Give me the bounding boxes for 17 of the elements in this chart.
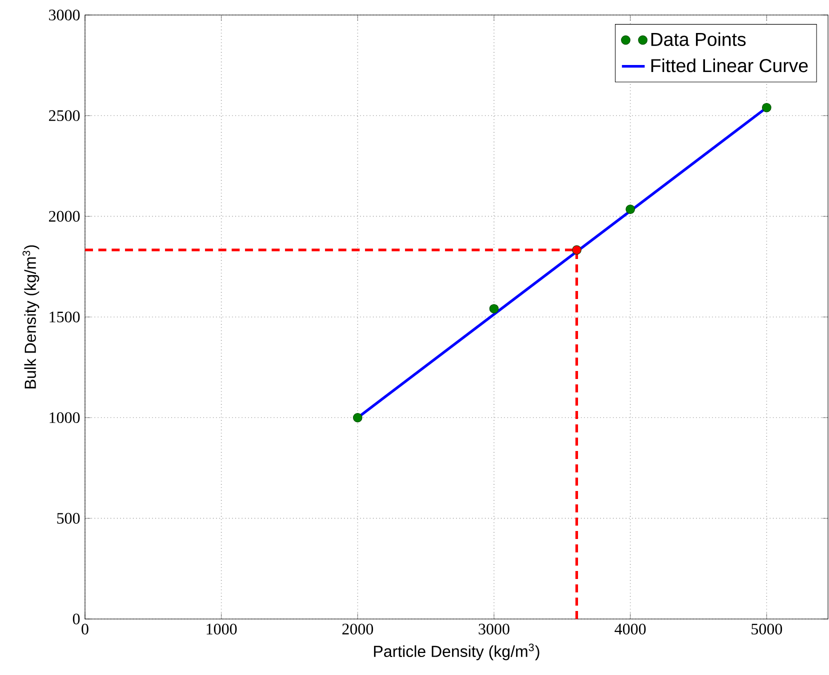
x-tick-label: 1000 xyxy=(206,624,237,634)
y-tick-label: 1000 xyxy=(50,412,80,424)
y-tick-label: 500 xyxy=(57,512,80,524)
y-tick-label: 0 xyxy=(72,614,80,624)
y-tick-label: 2500 xyxy=(49,110,80,122)
legend-label: Data Points xyxy=(651,32,746,46)
x-tick-label: 2000 xyxy=(342,624,374,634)
x-axis-title: Particle Density (kg/m$^{3}$) xyxy=(374,644,540,660)
legend-label: Fitted Linear Curve xyxy=(651,58,808,72)
x-tick-label: 0 xyxy=(82,624,88,634)
x-tick-label: 5000 xyxy=(752,624,782,634)
y-tick-label: 3000 xyxy=(49,10,80,20)
y-tick-label: 2000 xyxy=(49,210,80,222)
x-tick-label: 3000 xyxy=(478,624,510,634)
y-tick-label: 1500 xyxy=(50,312,80,322)
x-tick-label: 4000 xyxy=(614,624,646,634)
y-axis-title: Bulk Density (kg/m$^{3}$) xyxy=(22,245,40,388)
